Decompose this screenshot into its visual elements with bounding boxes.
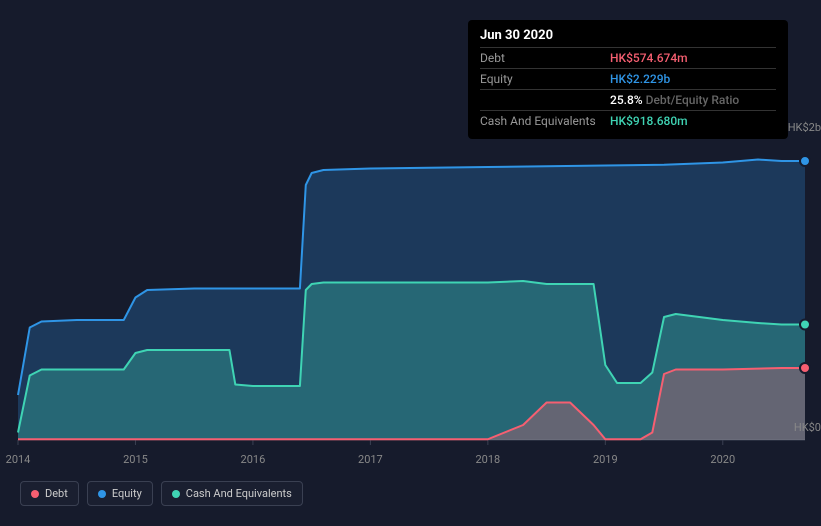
debt-dot-icon — [31, 490, 39, 498]
legend-item-label: Debt — [45, 487, 68, 500]
legend-item-cash[interactable]: Cash And Equivalents — [161, 481, 303, 506]
tooltip-row-value: HK$2.229b — [610, 72, 670, 86]
tooltip-row-value: HK$574.674m — [610, 51, 688, 65]
tooltip-row-label — [480, 93, 610, 107]
x-axis-tick-label: 2015 — [123, 453, 148, 466]
chart-legend: Debt Equity Cash And Equivalents — [20, 481, 303, 506]
tooltip-row: 25.8% Debt/Equity Ratio — [480, 89, 776, 110]
tooltip-row-label: Equity — [480, 72, 610, 86]
y-axis-tick-label: HK$0 — [763, 421, 821, 434]
equity-dot-icon — [98, 490, 106, 498]
chart-tooltip: Jun 30 2020 DebtHK$574.674mEquityHK$2.22… — [468, 20, 788, 139]
tooltip-row-label: Debt — [480, 51, 610, 65]
tooltip-row-value: 25.8% Debt/Equity Ratio — [610, 93, 739, 107]
tooltip-row-suffix: Debt/Equity Ratio — [643, 93, 740, 107]
chart-container: HK$0HK$2b 2014201520162017201820192020 J… — [0, 0, 821, 526]
cash-dot-icon — [172, 490, 180, 498]
x-axis-tick-label: 2014 — [6, 453, 31, 466]
tooltip-row-label: Cash And Equivalents — [480, 114, 610, 128]
x-axis-tick-label: 2020 — [710, 453, 735, 466]
legend-item-debt[interactable]: Debt — [20, 481, 79, 506]
tooltip-row-value: HK$918.680m — [610, 114, 688, 128]
legend-item-label: Equity — [112, 487, 142, 500]
tooltip-row: Cash And EquivalentsHK$918.680m — [480, 110, 776, 131]
tooltip-title: Jun 30 2020 — [480, 28, 776, 43]
x-axis-tick-label: 2019 — [593, 453, 618, 466]
x-axis-tick-label: 2018 — [475, 453, 500, 466]
legend-item-equity[interactable]: Equity — [87, 481, 153, 506]
x-axis-tick-label: 2017 — [358, 453, 383, 466]
legend-item-label: Cash And Equivalents — [186, 487, 292, 500]
tooltip-row: DebtHK$574.674m — [480, 47, 776, 68]
x-axis-tick-label: 2016 — [241, 453, 266, 466]
tooltip-row: EquityHK$2.229b — [480, 68, 776, 89]
